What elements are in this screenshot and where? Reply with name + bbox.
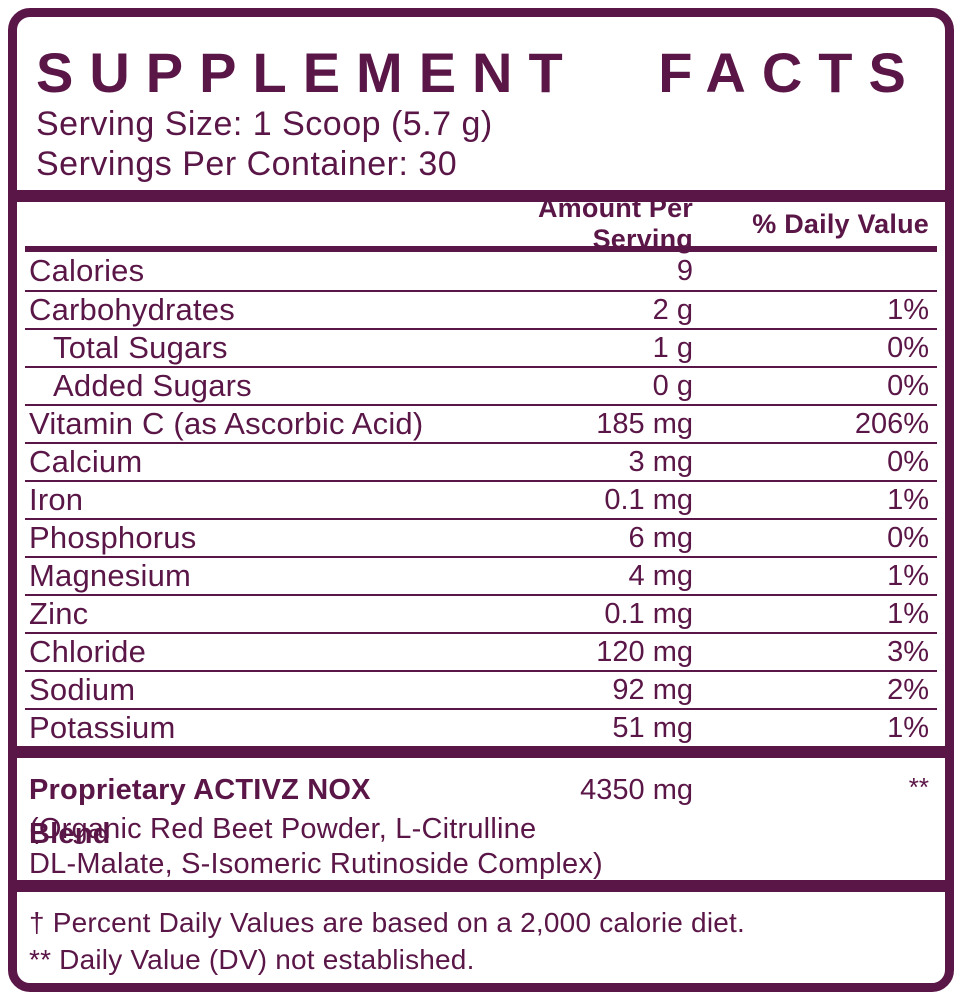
nutrient-daily-value: 0% [887, 521, 929, 554]
table-row: Carbohydrates 2 g 1% [25, 290, 937, 328]
table-header-row: Amount Per Serving % Daily Value [25, 193, 937, 254]
table-row: Sodium 92 mg 2% [25, 670, 937, 708]
nutrient-daily-value: 1% [887, 711, 929, 744]
nutrient-amount: 6 mg [628, 521, 693, 554]
blend-description-line-1: (Organic Red Beet Powder, L-Citrulline [29, 813, 537, 845]
nutrient-amount: 1 g [652, 331, 693, 364]
supplement-facts-label: SUPPLEMENT FACTS Serving Size: 1 Scoop (… [8, 8, 954, 992]
section-divider-bottom [17, 880, 945, 892]
nutrient-amount: 0 g [652, 369, 693, 402]
blend-description-line-2: DL-Malate, S-Isomeric Rutinoside Complex… [29, 848, 603, 880]
nutrient-daily-value: 0% [887, 445, 929, 478]
nutrient-daily-value: 1% [887, 483, 929, 516]
table-row: Total Sugars 1 g 0% [25, 328, 937, 366]
section-divider-top [17, 190, 945, 202]
nutrient-daily-value: 1% [887, 559, 929, 592]
amount-per-serving-header: Amount Per Serving [537, 193, 693, 254]
blend-amount: 4350 mg [580, 774, 693, 806]
table-body: Calories 9 Carbohydrates 2 g 1% Total Su… [17, 252, 945, 746]
blend-name: Proprietary ACTIVZ NOX Blend [29, 774, 371, 850]
table-row: Chloride 120 mg 3% [25, 632, 937, 670]
nutrition-table: Amount Per Serving % Daily Value Calorie… [17, 193, 945, 746]
daily-value-header: % Daily Value [752, 208, 929, 239]
nutrient-amount: 92 mg [612, 673, 693, 706]
table-row: Magnesium 4 mg 1% [25, 556, 937, 594]
table-row: Calcium 3 mg 0% [25, 442, 937, 480]
table-row: Vitamin C (as Ascorbic Acid) 185 mg 206% [25, 404, 937, 442]
nutrient-amount: 185 mg [596, 407, 693, 440]
blend-daily-value-asterisks: ** [908, 772, 929, 802]
footnotes-section: † Percent Daily Values are based on a 2,… [17, 892, 945, 982]
nutrient-name: Carbohydrates [29, 292, 235, 327]
nutrient-name: Sodium [29, 672, 136, 707]
label-header: SUPPLEMENT FACTS Serving Size: 1 Scoop (… [17, 17, 945, 190]
serving-size-text: Serving Size: 1 Scoop (5.7 g) [36, 105, 493, 143]
nutrient-amount: 2 g [652, 293, 693, 326]
table-row: Added Sugars 0 g 0% [25, 366, 937, 404]
nutrient-daily-value: 0% [887, 369, 929, 402]
table-row: Zinc 0.1 mg 1% [25, 594, 937, 632]
nutrient-amount: 0.1 mg [604, 597, 693, 630]
nutrient-daily-value: 3% [887, 635, 929, 668]
table-row: Calories 9 [25, 252, 937, 290]
dv-not-established-footnote: ** Daily Value (DV) not established. [29, 944, 475, 975]
daily-value-footnote: † Percent Daily Values are based on a 2,… [29, 907, 745, 938]
nutrient-amount: 9 [676, 254, 693, 287]
nutrient-amount: 0.1 mg [604, 483, 693, 516]
nutrient-daily-value: 206% [854, 407, 929, 440]
nutrient-name: Potassium [29, 710, 176, 745]
table-row: Potassium 51 mg 1% [25, 708, 937, 746]
nutrient-amount: 4 mg [628, 559, 693, 592]
nutrient-name: Phosphorus [29, 520, 197, 555]
nutrient-name: Vitamin C (as Ascorbic Acid) [29, 406, 424, 441]
nutrient-name: Iron [29, 482, 84, 517]
page-title: SUPPLEMENT FACTS [36, 41, 922, 104]
section-divider-middle [17, 746, 945, 758]
nutrient-name: Calcium [29, 444, 143, 479]
nutrient-name: Total Sugars [53, 330, 228, 365]
nutrient-amount: 120 mg [596, 635, 693, 668]
table-row: Phosphorus 6 mg 0% [25, 518, 937, 556]
nutrient-amount: 3 mg [628, 445, 693, 478]
nutrient-name: Calories [29, 253, 145, 288]
nutrient-amount: 51 mg [612, 711, 693, 744]
nutrient-name: Magnesium [29, 558, 192, 593]
proprietary-blend-section: Proprietary ACTIVZ NOX Blend 4350 mg ** … [17, 758, 945, 880]
nutrient-name: Chloride [29, 634, 147, 669]
nutrient-daily-value: 1% [887, 293, 929, 326]
nutrient-daily-value: 0% [887, 331, 929, 364]
nutrient-daily-value: 2% [887, 673, 929, 706]
nutrient-daily-value: 1% [887, 597, 929, 630]
nutrient-name: Zinc [29, 596, 89, 631]
blend-row: Proprietary ACTIVZ NOX Blend 4350 mg ** [25, 768, 937, 850]
nutrient-name: Added Sugars [53, 368, 252, 403]
table-row: Iron 0.1 mg 1% [25, 480, 937, 518]
servings-per-container-text: Servings Per Container: 30 [36, 145, 458, 183]
